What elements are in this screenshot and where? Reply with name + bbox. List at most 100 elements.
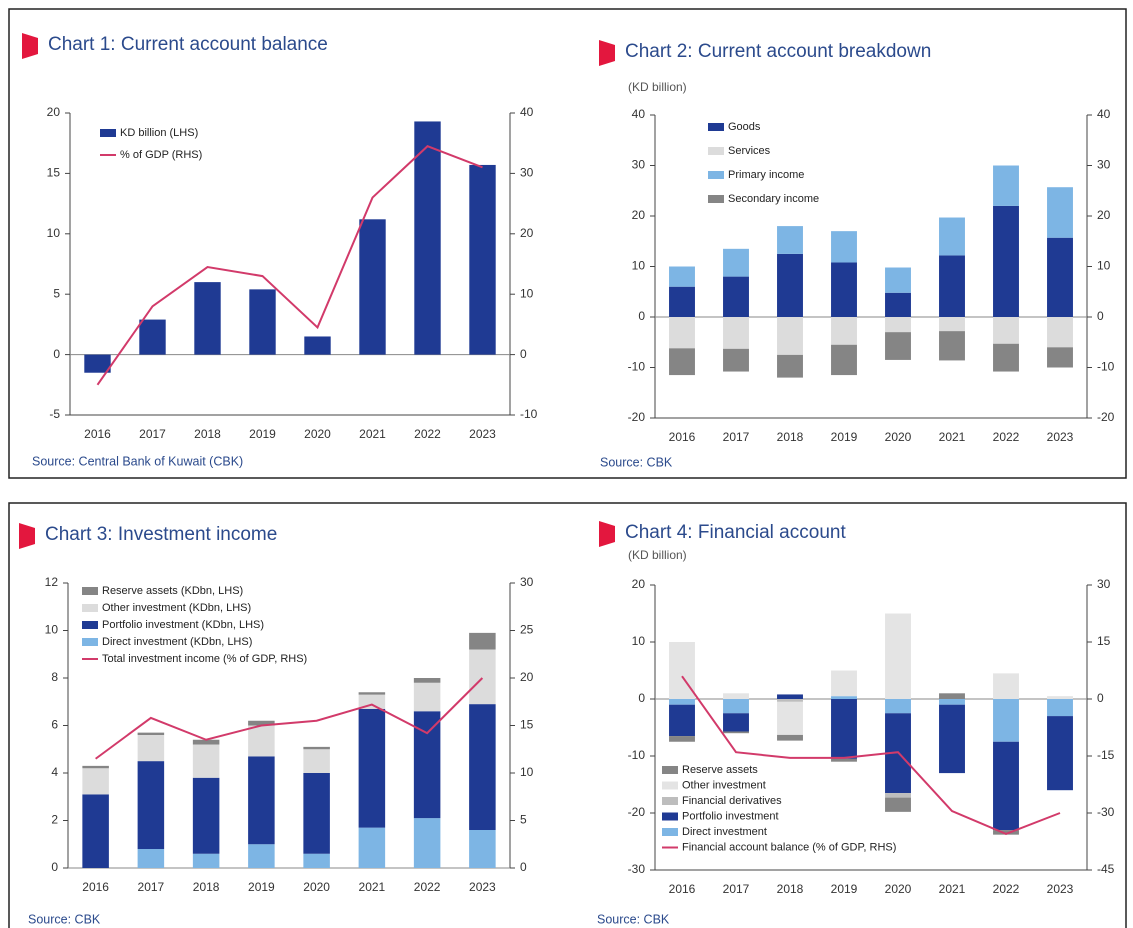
y2-tick-label: 25 (520, 623, 534, 637)
bar (993, 165, 1019, 206)
bar (939, 331, 965, 361)
y-tick-label: 20 (47, 105, 61, 119)
panel-bottom (8, 502, 1127, 928)
y2-tick-label: 10 (1097, 259, 1111, 273)
x-tick-label: 2020 (885, 882, 912, 896)
bar (1047, 699, 1073, 717)
bar (469, 632, 496, 650)
bar (414, 121, 441, 355)
bar (777, 699, 803, 702)
x-tick-label: 2022 (993, 430, 1020, 444)
y2-tick-label: 0 (520, 347, 527, 361)
bar (939, 693, 965, 699)
bar (831, 699, 857, 759)
x-tick-label: 2016 (669, 882, 696, 896)
bar (413, 818, 441, 868)
bar (303, 749, 330, 773)
legend-swatch (100, 129, 116, 137)
bar (669, 704, 695, 737)
y2-tick-label: -10 (520, 407, 538, 421)
legend-label: % of GDP (RHS) (120, 149, 202, 161)
bar (777, 226, 803, 254)
bar (885, 613, 911, 699)
y-tick-label: 40 (632, 107, 646, 121)
y2-tick-label: 0 (520, 860, 527, 874)
x-tick-label: 2021 (939, 430, 966, 444)
bar (139, 319, 166, 355)
x-tick-label: 2017 (138, 880, 165, 894)
bar (469, 649, 496, 705)
y2-tick-label: 30 (520, 166, 534, 180)
bar (359, 219, 386, 355)
x-tick-label: 2020 (304, 427, 331, 441)
legend-label: Other investment (KDbn, LHS) (102, 602, 251, 614)
y-tick-label: 0 (51, 860, 58, 874)
y-tick-label: 8 (51, 670, 58, 684)
legend-swatch (662, 781, 678, 790)
y2-tick-label: 40 (520, 105, 534, 119)
panel-top (8, 8, 1127, 479)
bar (777, 701, 803, 735)
bar (248, 844, 275, 868)
y-tick-label: -30 (628, 862, 646, 876)
legend-label: Financial derivatives (682, 795, 782, 807)
y2-tick-label: 30 (1097, 158, 1111, 172)
bar (993, 741, 1019, 831)
bar (469, 164, 496, 355)
legend-swatch (82, 638, 98, 646)
bar (137, 735, 165, 762)
bar (885, 793, 911, 798)
bar (993, 343, 1019, 372)
y-tick-label: 20 (632, 208, 646, 222)
line (95, 677, 484, 760)
y-tick-label: 10 (632, 634, 646, 648)
bar (137, 849, 165, 868)
bar (304, 336, 331, 355)
title-flag (599, 521, 615, 547)
bar (192, 777, 220, 854)
legend-swatch (708, 171, 724, 179)
y-tick-label: 10 (47, 226, 61, 240)
bar (993, 205, 1019, 317)
x-tick-label: 2022 (993, 882, 1020, 896)
bar (831, 317, 857, 345)
bar (137, 761, 165, 849)
x-tick-label: 2016 (84, 427, 111, 441)
y2-tick-label: 20 (1097, 208, 1111, 222)
bar (1047, 696, 1073, 699)
bar (248, 720, 275, 726)
bar (669, 348, 695, 376)
y2-tick-label: 40 (1097, 107, 1111, 121)
y2-tick-label: -30 (1097, 805, 1115, 819)
x-tick-label: 2017 (139, 427, 166, 441)
bar (831, 670, 857, 697)
bar (723, 731, 749, 734)
y-tick-label: 4 (51, 765, 58, 779)
legend-label: Portfolio investment (682, 810, 779, 822)
title-flag (22, 33, 38, 59)
chart-title: Chart 1: Current account balance (48, 34, 328, 55)
bar (885, 332, 911, 360)
bar (777, 317, 803, 355)
x-tick-label: 2017 (723, 430, 750, 444)
bar (358, 827, 386, 868)
y2-tick-label: 30 (520, 575, 534, 589)
bar (723, 276, 749, 317)
y2-tick-label: -45 (1097, 862, 1115, 876)
bar (939, 704, 965, 774)
y-tick-label: 5 (53, 286, 60, 300)
y-tick-label: 6 (51, 718, 58, 732)
x-tick-label: 2021 (359, 880, 386, 894)
bar (1047, 237, 1073, 317)
bar (885, 292, 911, 317)
bar (777, 694, 803, 699)
bar (303, 773, 330, 854)
y2-tick-label: 15 (1097, 634, 1111, 648)
bar (358, 692, 386, 695)
bar (885, 699, 911, 714)
bar (939, 699, 965, 705)
bar (831, 231, 857, 263)
legend-label: Reserve assets (KDbn, LHS) (102, 585, 243, 597)
x-tick-label: 2016 (669, 430, 696, 444)
bar (723, 693, 749, 699)
